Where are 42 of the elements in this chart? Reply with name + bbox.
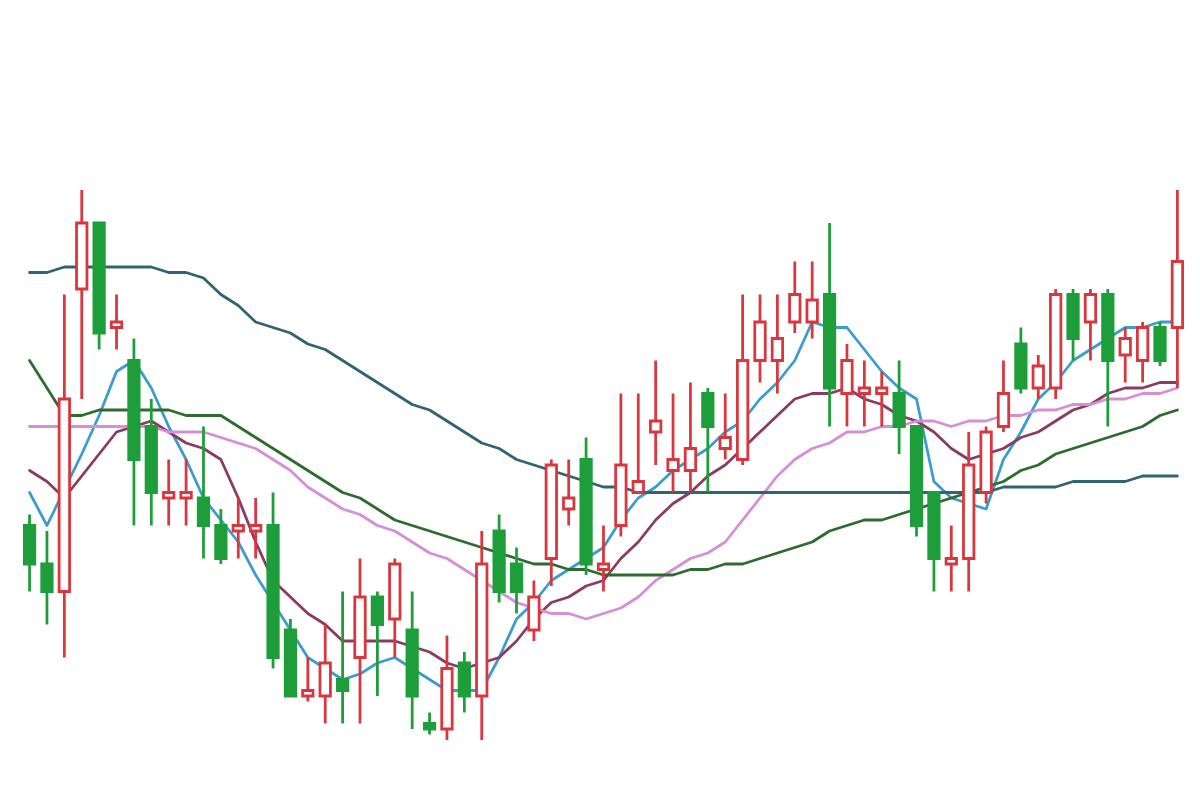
candlestick: [1031, 353, 1045, 401]
candlestick: [1083, 287, 1098, 362]
candlestick: [562, 458, 576, 527]
candlestick: [40, 529, 54, 626]
candlestick: [840, 342, 854, 428]
candlestick: [527, 579, 541, 643]
candlestick: [683, 381, 698, 494]
candlestick: [22, 513, 37, 593]
candlestick: [596, 524, 611, 593]
candlestick: [1014, 326, 1028, 395]
candlestick: [231, 496, 245, 560]
candlestick: [179, 458, 193, 527]
candlestick: [805, 260, 819, 340]
candlestick: [892, 359, 906, 456]
candlestick: [196, 425, 211, 560]
candlestick: [422, 711, 437, 736]
candlestick: [214, 507, 228, 566]
candlestick: [1153, 320, 1167, 368]
candlestick: [788, 260, 802, 335]
candlestick: [370, 590, 384, 698]
candlestick: [718, 392, 732, 461]
candlestick: [770, 293, 784, 395]
candlestick: [509, 546, 524, 615]
candlestick: [701, 386, 715, 494]
candlestick: [109, 293, 124, 351]
candlestick: [249, 496, 263, 560]
candlestick: [162, 458, 176, 527]
candlestick: [457, 650, 471, 714]
candlestick: [753, 293, 767, 384]
candlestick: [336, 590, 350, 725]
candlestick: [1136, 320, 1150, 384]
candlestick: [875, 370, 889, 428]
candlestick: [301, 656, 315, 703]
candlestick: [996, 359, 1011, 434]
candlestick: [944, 524, 958, 593]
candlestick: [631, 392, 645, 494]
candlestick: [649, 359, 663, 467]
candlestick: [318, 623, 332, 725]
candlestick: [1118, 326, 1132, 384]
candlestick: [1066, 287, 1080, 362]
candlestick: [857, 359, 871, 428]
candlestick: [666, 392, 680, 494]
